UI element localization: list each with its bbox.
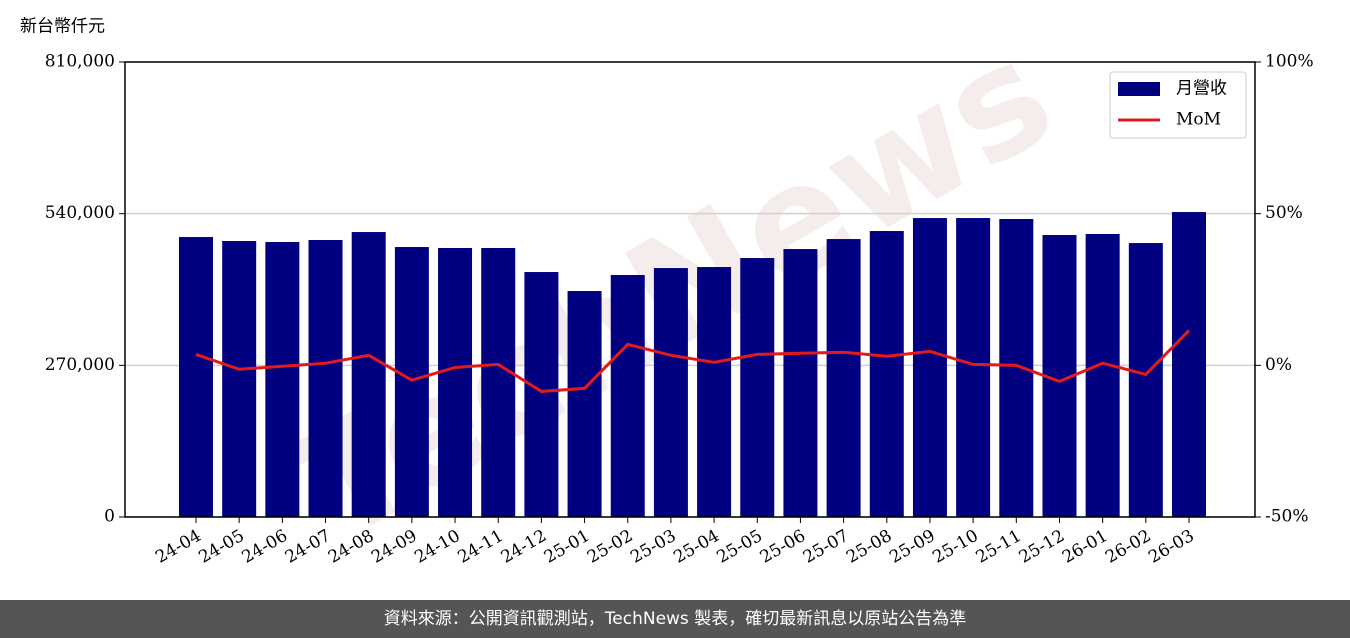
bar <box>912 218 947 517</box>
line <box>195 329 1191 393</box>
y-tick-label: 540,000 <box>45 203 115 223</box>
bar <box>740 258 775 517</box>
x-tick-label: 25-02 <box>584 526 636 568</box>
bar <box>308 240 343 518</box>
footer: 資料來源：公開資訊觀測站，TechNews 製表，確切最新訊息以原站公告為準 <box>0 600 1350 638</box>
x-tick-label: 25-09 <box>886 526 938 568</box>
bar <box>956 218 991 517</box>
bar <box>481 247 516 517</box>
bar <box>438 247 473 517</box>
y-tick-label: 270,000 <box>45 355 115 375</box>
x-tick-label: 24-11 <box>455 526 507 568</box>
bar <box>179 237 213 518</box>
bar <box>697 267 732 517</box>
x-tick-label: 25-10 <box>929 526 981 568</box>
x-tick-label: 26-01 <box>1059 526 1111 568</box>
bar <box>394 247 429 518</box>
bar <box>1172 212 1206 517</box>
y2-tick-label: 0% <box>1265 355 1292 375</box>
x-tick-label: 25-12 <box>1016 526 1068 568</box>
y2-tick-label: -50% <box>1265 507 1309 527</box>
y2-tick-label: 100% <box>1265 52 1314 72</box>
bar <box>869 231 904 517</box>
x-tick-label: 25-01 <box>541 526 593 568</box>
legend-swatch <box>1118 82 1160 96</box>
bar <box>783 249 818 518</box>
bar <box>653 268 688 517</box>
bar <box>524 272 559 517</box>
bar <box>351 232 386 517</box>
y-tick-label: 0 <box>104 507 115 527</box>
y-axis-label: 新台幣仟元 <box>20 17 105 37</box>
x-tick-label: 25-07 <box>800 526 852 568</box>
x-tick-label: 24-07 <box>282 526 334 568</box>
bar <box>826 239 861 517</box>
x-tick-label: 24-12 <box>498 526 550 568</box>
bar <box>265 242 300 518</box>
x-tick-label: 24-05 <box>195 526 247 568</box>
bar <box>610 275 645 517</box>
y-tick-label: 810,000 <box>45 52 115 72</box>
x-tick-label: 25-08 <box>843 526 895 568</box>
bar <box>999 219 1034 517</box>
x-tick-label: 25-03 <box>627 526 679 568</box>
bar <box>222 241 257 518</box>
legend-label: 月營收 <box>1176 79 1227 99</box>
x-tick-label: 24-06 <box>239 526 291 568</box>
x-tick-label: 25-11 <box>973 526 1025 568</box>
x-tick-label: 26-03 <box>1145 526 1197 568</box>
bar <box>1128 243 1163 518</box>
x-tick-label: 25-05 <box>714 526 766 568</box>
bar <box>1085 234 1120 518</box>
bar <box>567 291 602 517</box>
x-tick-label: 25-06 <box>757 526 809 568</box>
chart: 新台幣仟元 TechNews 0270,000540,000810,000-50… <box>20 7 1314 575</box>
x-tick-label: 25-04 <box>670 526 722 568</box>
x-tick-label: 26-02 <box>1102 526 1154 568</box>
plot-frame <box>124 61 1256 518</box>
legend-label: MoM <box>1176 110 1221 130</box>
x-tick-label: 24-04 <box>152 526 204 568</box>
y2-tick-label: 50% <box>1265 203 1303 223</box>
